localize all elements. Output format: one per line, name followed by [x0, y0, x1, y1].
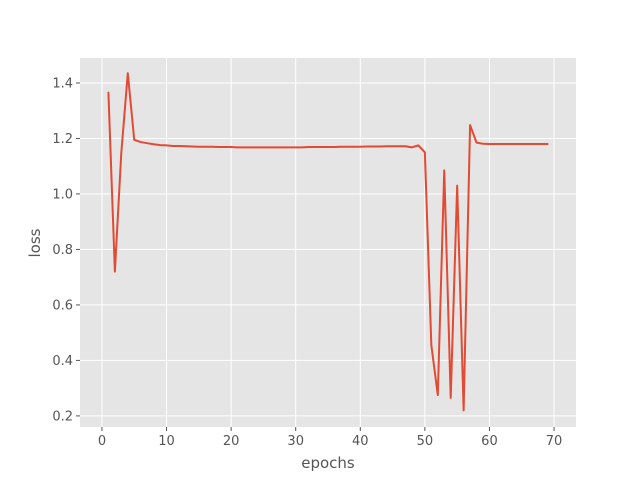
y-axis-label: loss	[26, 228, 44, 257]
x-axis-label: epochs	[301, 454, 355, 472]
y-tick-label: 1.2	[52, 132, 73, 147]
x-tick-label: 50	[417, 434, 434, 449]
x-tick-label: 70	[546, 434, 563, 449]
axis-ticks: 0 10 20 30 40 50 60 70 0.2 0.4 0.6 0.8 1.0 1.2 1.4	[52, 76, 562, 449]
x-tick-label: 30	[287, 434, 304, 449]
x-tick-label: 40	[352, 434, 369, 449]
y-tick-label: 0.2	[52, 409, 73, 424]
loss-series-line	[107, 72, 549, 412]
y-tick-label: 0.4	[52, 354, 73, 369]
plot-background	[80, 58, 576, 427]
y-tick-label: 0.6	[52, 298, 73, 313]
series-layer	[107, 72, 549, 412]
x-tick-label: 60	[481, 434, 498, 449]
y-tick-label: 0.8	[52, 243, 73, 258]
x-tick-label: 10	[158, 434, 175, 449]
x-tick-label: 0	[98, 434, 106, 449]
x-tick-label: 20	[223, 434, 240, 449]
y-tick-label: 1.4	[52, 76, 73, 91]
y-tick-label: 1.0	[52, 187, 73, 202]
grid-lines	[80, 58, 576, 427]
